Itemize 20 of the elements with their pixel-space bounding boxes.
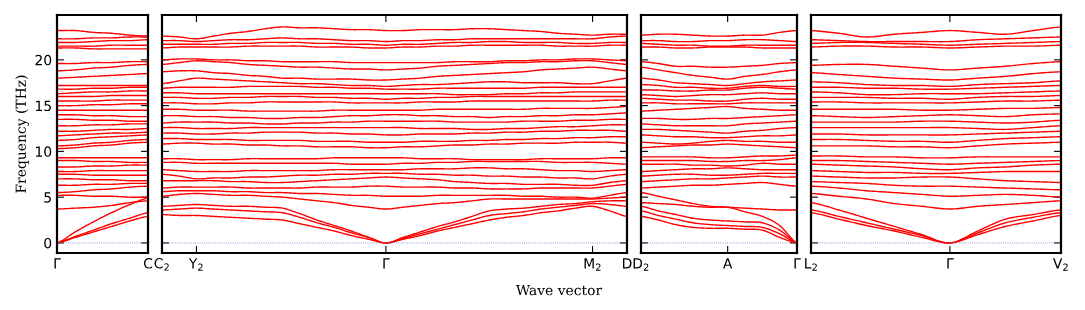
x-tick-label: D <box>623 258 632 269</box>
y-tick-label: 0 <box>44 237 52 249</box>
x-tick-label: C <box>143 258 153 269</box>
y-tick-label: 15 <box>35 100 51 112</box>
x-tick-label: D$_{2}$ <box>633 258 649 271</box>
x-tick-label: A <box>723 258 733 269</box>
y-tick-label: 5 <box>44 192 51 203</box>
x-tick-label: Γ <box>947 258 954 269</box>
x-tick-label: M$_{2}$ <box>584 258 601 271</box>
y-tick-label: 20 <box>35 54 52 66</box>
x-tick-label: Y$_{2}$ <box>188 258 203 271</box>
x-tick-label: Γ <box>794 258 801 269</box>
y-tick-label: 10 <box>35 146 52 157</box>
x-tick-label: Γ <box>54 258 61 269</box>
x-axis-title: Wave vector <box>515 284 603 296</box>
x-tick-label: Γ <box>383 258 390 269</box>
y-axis-title: Frequency (THz) <box>15 75 29 193</box>
x-tick-label: C$_{2}$ <box>154 258 169 271</box>
x-tick-label: L$_{2}$ <box>805 258 817 271</box>
x-tick-label: V$_{2}$ <box>1052 258 1068 271</box>
